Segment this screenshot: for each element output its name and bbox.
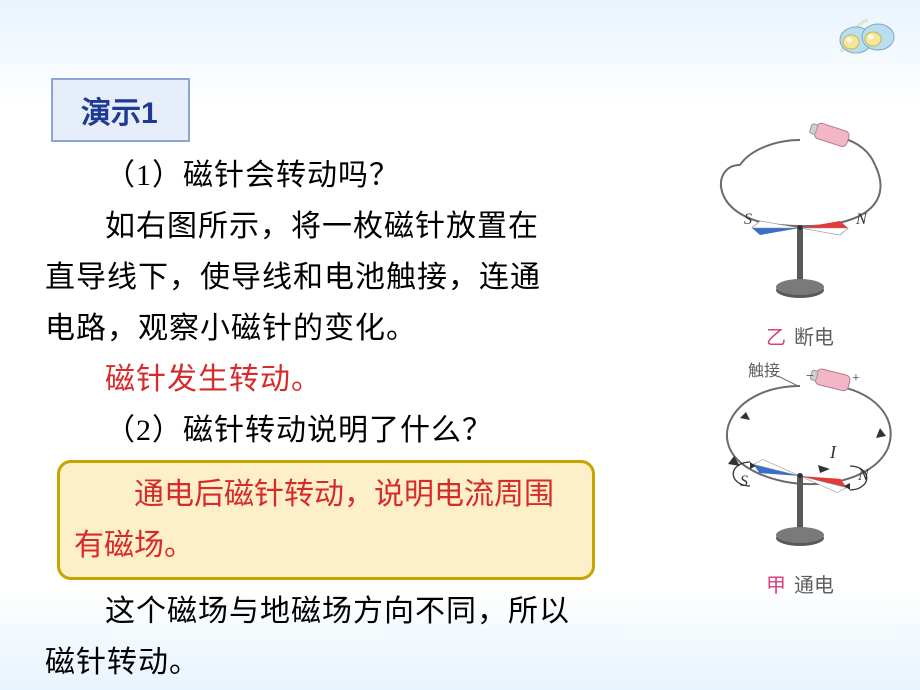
para1-line1: 如右图所示，将一枚磁针放置在 xyxy=(45,201,665,252)
callout-line2: 有磁场。 xyxy=(74,520,578,571)
binoculars-icon xyxy=(836,12,898,60)
para2-line2: 磁针转动。 xyxy=(45,637,665,688)
caption-off: 乙断电 xyxy=(700,321,900,350)
demo-title: 演示1 xyxy=(81,97,158,130)
question-1: （1）磁针会转动吗？ xyxy=(45,150,665,201)
para1-line3: 电路，观察小磁针的变化。 xyxy=(45,303,665,354)
answer-1: 磁针发生转动。 xyxy=(45,354,665,405)
touch-label: 触接 xyxy=(748,362,780,380)
conclusion-callout: 通电后磁针转动，说明电流周围 有磁场。 xyxy=(57,460,595,580)
label-N-off: N xyxy=(855,211,868,228)
diagram-area: S N 乙断电 触接 − + I xyxy=(700,110,900,588)
main-content: 演示1 （1）磁针会转动吗？ 如右图所示，将一枚磁针放置在 直导线下，使导线和电… xyxy=(45,78,665,688)
caption-on-label: 甲 xyxy=(766,575,786,597)
caption-on: 甲通电 xyxy=(700,569,900,598)
plus-label: + xyxy=(852,371,860,386)
caption-off-text: 断电 xyxy=(794,327,834,349)
body-text: （1）磁针会转动吗？ 如右图所示，将一枚磁针放置在 直导线下，使导线和电池触接，… xyxy=(45,150,665,688)
caption-on-text: 通电 xyxy=(794,575,834,597)
caption-off-label: 乙 xyxy=(766,327,786,349)
diagram-on: 触接 − + I S N xyxy=(700,358,900,588)
minus-label: − xyxy=(806,369,814,384)
question-2: （2）磁针转动说明了什么？ xyxy=(45,405,665,456)
current-label: I xyxy=(829,442,837,462)
label-S-on: S xyxy=(740,473,748,490)
callout-line1: 通电后磁针转动，说明电流周围 xyxy=(74,469,578,520)
demo-title-box: 演示1 xyxy=(51,78,190,142)
para1-line2: 直导线下，使导线和电池触接，连通 xyxy=(45,252,665,303)
para2-line1: 这个磁场与地磁场方向不同，所以 xyxy=(45,586,665,637)
label-N-on: N xyxy=(857,467,870,484)
label-S-off: S xyxy=(744,211,752,228)
diagram-off: S N 乙断电 xyxy=(700,110,900,340)
